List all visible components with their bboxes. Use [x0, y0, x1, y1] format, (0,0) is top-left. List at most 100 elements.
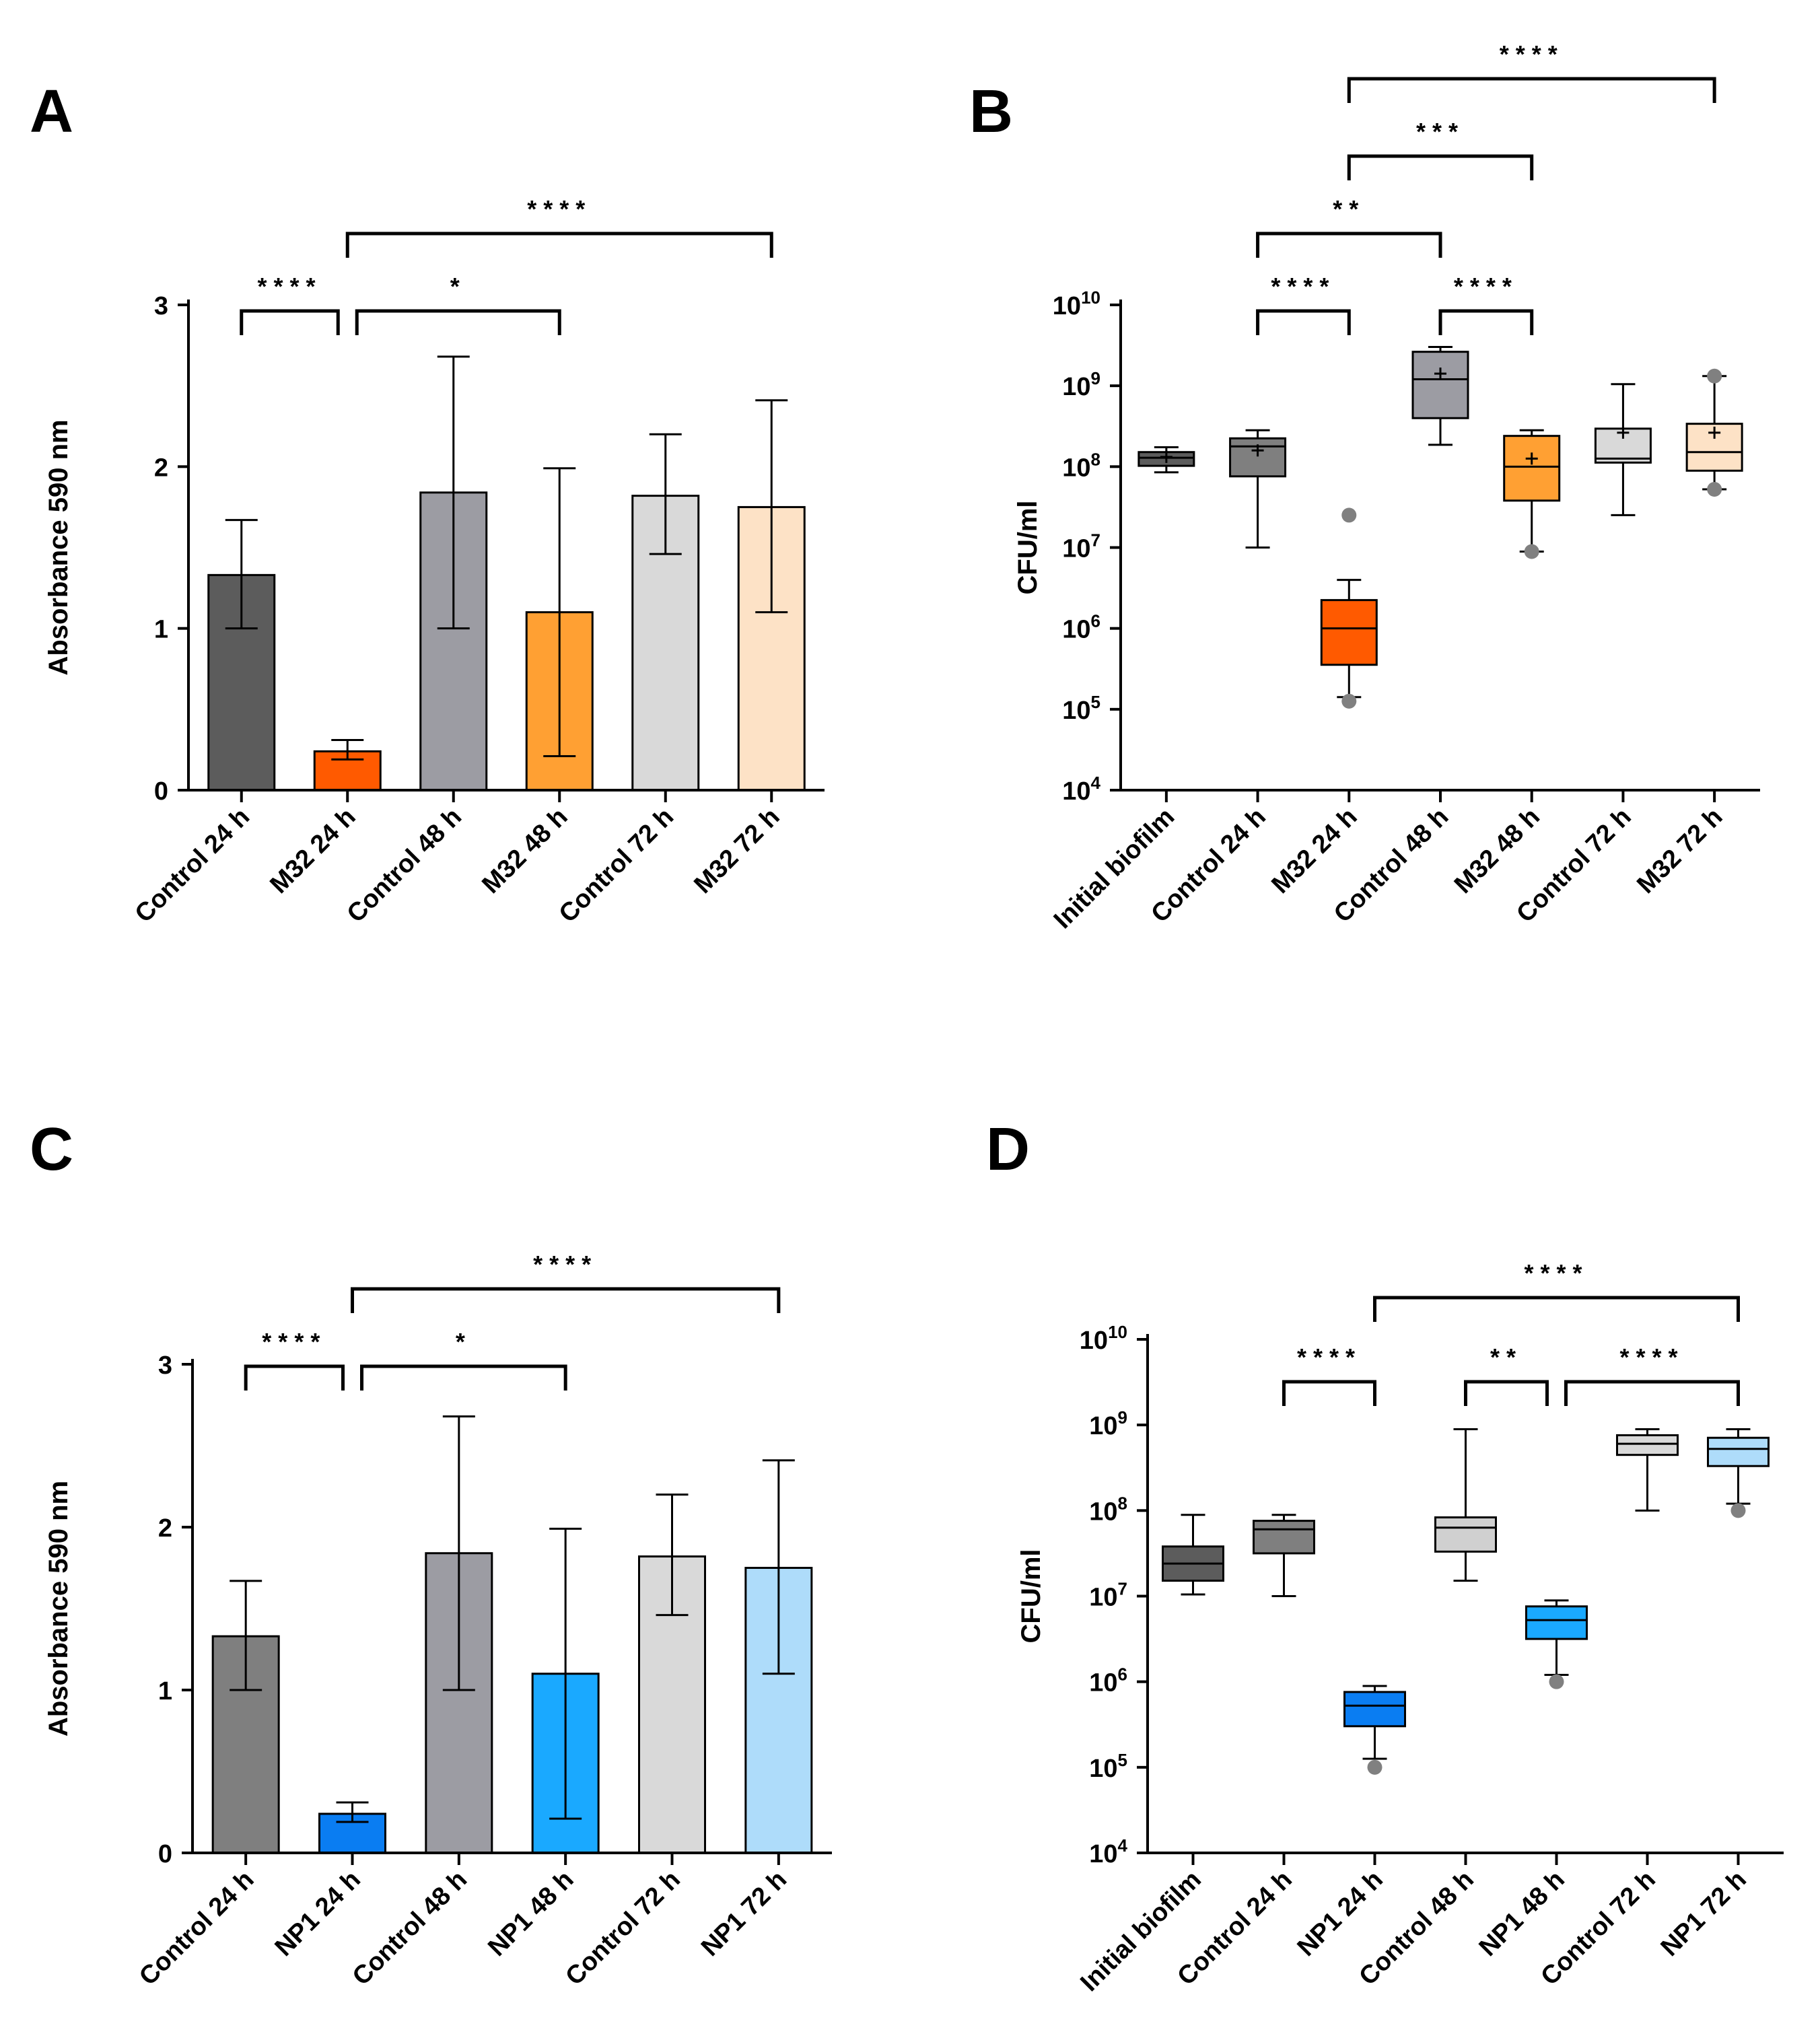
significance-bracket	[360, 1364, 567, 1391]
y-tick-label: 1	[154, 616, 168, 644]
y-tick-label: 0	[154, 777, 168, 806]
y-tick-label: 104	[1062, 773, 1100, 806]
y-tick-label: 109	[1062, 368, 1100, 401]
significance-label: ****	[1454, 273, 1518, 300]
y-tick-base: 10	[1062, 697, 1090, 725]
y-tick-label: 108	[1089, 1493, 1127, 1526]
significance-bracket	[1256, 309, 1351, 335]
y-tick-base: 10	[1089, 1584, 1117, 1612]
significance-bracket	[1347, 77, 1716, 103]
y-tick-base: 10	[1089, 1755, 1117, 1783]
box	[1229, 437, 1287, 478]
mean-marker	[1434, 367, 1446, 380]
significance-bracket	[1464, 1380, 1549, 1406]
y-tick-label: 1010	[1080, 1322, 1127, 1355]
box	[1343, 1691, 1406, 1728]
significance-label: ****	[262, 1328, 326, 1356]
significance-bracket	[1438, 309, 1534, 335]
outlier-point	[1367, 1759, 1382, 1775]
y-tick-label: 2	[154, 454, 168, 482]
y-tick-label: 1010	[1053, 287, 1100, 320]
y-tick-label: 2	[158, 1514, 172, 1543]
y-tick-base: 10	[1062, 373, 1090, 401]
y-tick-base: 10	[1089, 1840, 1117, 1868]
y-tick-exponent: 7	[1118, 1579, 1127, 1599]
outlier-point	[1707, 368, 1722, 384]
panel-letter-c: C	[30, 1116, 73, 1183]
y-tick-exponent: 8	[1091, 449, 1100, 469]
y-axis-title: Absorbance 590 nm	[44, 419, 73, 675]
y-tick-base: 10	[1089, 1669, 1117, 1697]
panel-letter-a: A	[30, 78, 73, 145]
y-tick-label: 3	[158, 1351, 172, 1380]
y-tick-label: 0	[158, 1840, 172, 1868]
significance-label: **	[1333, 195, 1365, 223]
y-tick-exponent: 4	[1118, 1835, 1128, 1856]
y-tick-exponent: 8	[1118, 1493, 1127, 1513]
outlier-point	[1730, 1503, 1746, 1518]
significance-label: *	[456, 1328, 472, 1356]
y-tick-label: 107	[1089, 1579, 1127, 1612]
y-tick-base: 10	[1062, 616, 1090, 644]
significance-label: ***	[1416, 118, 1465, 145]
y-tick-exponent: 4	[1091, 773, 1101, 793]
box	[1253, 1520, 1315, 1555]
significance-bracket	[351, 1287, 781, 1313]
y-tick-label: 3	[154, 292, 168, 320]
significance-label: ****	[1297, 1343, 1362, 1371]
box	[1320, 599, 1378, 666]
significance-label: *	[450, 273, 466, 300]
y-tick-base: 10	[1062, 777, 1090, 806]
y-tick-label: 104	[1089, 1835, 1127, 1868]
y-tick-exponent: 5	[1091, 692, 1100, 712]
y-tick-label: 105	[1062, 692, 1100, 725]
y-tick-exponent: 10	[1108, 1322, 1127, 1342]
box	[1525, 1605, 1588, 1640]
significance-label: ****	[1500, 40, 1564, 68]
significance-bracket	[240, 309, 340, 335]
significance-bracket	[1564, 1380, 1740, 1406]
y-tick-exponent: 10	[1081, 287, 1100, 308]
mean-marker	[1525, 452, 1538, 465]
y-tick-label: 106	[1089, 1664, 1127, 1697]
outlier-point	[1707, 481, 1722, 497]
significance-label: ****	[257, 273, 322, 300]
outlier-point	[1549, 1674, 1564, 1689]
y-tick-label: 106	[1062, 611, 1100, 644]
significance-bracket	[1373, 1296, 1740, 1322]
y-tick-exponent: 5	[1118, 1750, 1127, 1770]
mean-marker	[1617, 426, 1630, 439]
y-tick-exponent: 9	[1118, 1407, 1127, 1428]
significance-bracket	[1256, 232, 1442, 258]
panel-letter-d: D	[986, 1116, 1030, 1183]
significance-label: ****	[533, 1251, 598, 1278]
significance-bracket	[244, 1364, 345, 1391]
box	[1707, 1436, 1770, 1467]
y-tick-exponent: 7	[1091, 530, 1100, 551]
box	[1503, 435, 1561, 502]
significance-label: ****	[1619, 1343, 1684, 1371]
y-tick-exponent: 9	[1091, 368, 1100, 388]
y-tick-label: 1	[158, 1677, 172, 1705]
box	[1434, 1516, 1497, 1553]
y-tick-base: 10	[1089, 1412, 1117, 1440]
y-tick-label: 109	[1089, 1407, 1127, 1440]
y-axis-title: Absorbance 590 nm	[44, 1481, 73, 1736]
y-tick-exponent: 6	[1091, 611, 1100, 631]
outlier-point	[1341, 507, 1357, 523]
significance-label: ****	[1271, 273, 1335, 300]
outlier-point	[1341, 693, 1357, 709]
box	[1616, 1434, 1679, 1456]
y-tick-label: 108	[1062, 449, 1100, 482]
y-tick-label: 107	[1062, 530, 1100, 563]
box	[1411, 351, 1469, 419]
mean-marker	[1251, 444, 1264, 457]
y-tick-base: 10	[1089, 1498, 1117, 1526]
y-tick-exponent: 6	[1118, 1664, 1127, 1685]
significance-bracket	[1282, 1380, 1376, 1406]
y-tick-base: 10	[1053, 292, 1081, 320]
outlier-point	[1524, 544, 1539, 559]
y-tick-base: 10	[1062, 454, 1090, 482]
